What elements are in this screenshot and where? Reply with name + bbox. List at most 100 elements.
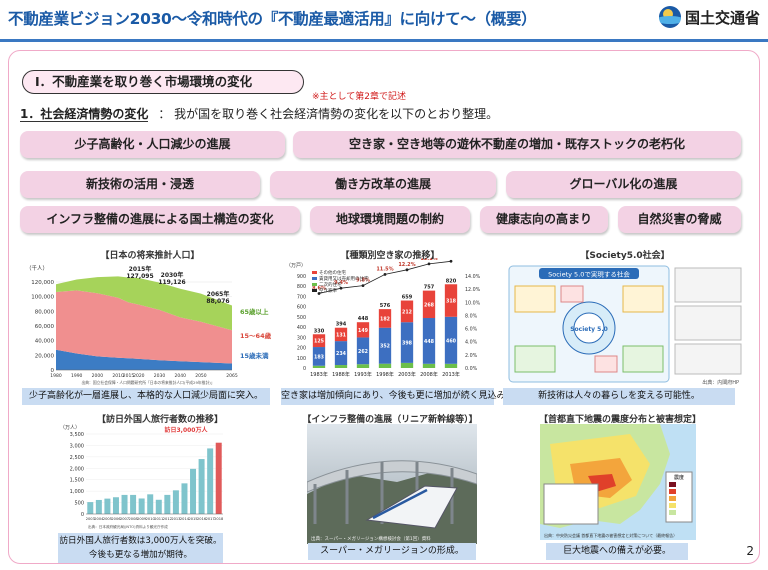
pill-new-tech: 新技術の活用・浸透 <box>20 171 260 198</box>
akiya-total-label: 820 <box>446 278 457 284</box>
akiya-rate-label: 9.4% <box>334 280 348 286</box>
tourists-xtick: 2017 <box>206 517 215 521</box>
population-ytick: 80,000 <box>35 309 55 315</box>
akiya-bar-segment <box>334 365 348 368</box>
tourists-bar <box>121 494 128 514</box>
akiya-bar-segment <box>312 334 326 348</box>
tourists-xtick: 2015 <box>188 517 197 521</box>
linear-title: 【インフラ整備の進展（リニア新幹線等）】 <box>302 415 478 425</box>
akiya-bar-segment <box>400 362 414 368</box>
tourists-bar <box>190 468 197 514</box>
population-legend-label: 65歳以上 <box>240 307 269 316</box>
akiya-chart: （万戸） 0 100 200 300 400 500 600 700 800 900 0.0% 2.0%… <box>286 258 481 378</box>
akiya-y2tick: 4.0% <box>465 340 478 346</box>
akiya-bar-segment <box>400 322 414 363</box>
akiya-segment-label: 352 <box>380 344 390 350</box>
society-title: 【Society5.0社会】 <box>580 251 670 261</box>
akiya-total-label: 659 <box>402 295 413 301</box>
akiya-ytick: 400 <box>297 325 306 331</box>
page-title: 不動産業ビジョン2030～令和時代の『不動産最適活用』に向けて～（概要） <box>8 10 537 28</box>
legend-6plus <box>669 489 676 494</box>
quake-caption: 巨大地震への備えが必要。 <box>546 543 688 560</box>
population-xtick: 2040 <box>175 373 187 379</box>
tourists-bar <box>207 448 214 514</box>
society-center-label: Society 5.0 <box>570 326 608 333</box>
subheading-description: ： 我が国を取り巻く社会経済情勢の変化を以下のとおり整理。 <box>158 107 499 121</box>
tourists-ytick: 0 <box>81 512 84 518</box>
tourists-ytick: 3,000 <box>70 443 84 449</box>
population-xtick: 1990 <box>71 373 83 379</box>
akiya-y2tick: 14.0% <box>465 274 481 280</box>
population-xtick: 2000 <box>92 373 104 379</box>
akiya-rate-point <box>427 262 431 266</box>
akiya-ytick: 700 <box>297 294 306 300</box>
linear-source: 出典：スーパー・メガリージョン構想検討会（第1回）資料 <box>311 535 431 542</box>
pill-environment: 地球環境問題の制約 <box>310 206 470 233</box>
pill-work-reform: 働き方改革の進展 <box>270 171 496 198</box>
tourists-unit: （万人） <box>60 425 80 431</box>
akiya-xtick: 1988年 <box>332 371 350 378</box>
tourists-bar <box>112 497 119 514</box>
population-callout-value: 127,095 <box>126 273 153 280</box>
tourists-xtick: 2016 <box>197 517 207 521</box>
photo-maglev-train <box>365 485 458 529</box>
akiya-xtick: 2003年 <box>398 371 416 378</box>
population-ytick: 100,000 <box>31 295 54 301</box>
population-series-area <box>56 290 232 364</box>
population-legend-label: 15～64歳 <box>240 331 272 340</box>
akiya-y2tick: 8.0% <box>465 313 478 319</box>
society-header-band <box>539 268 639 279</box>
society-diagram: Society 5.0で実現する社会 Society 5.0 出典：内閣府HP <box>503 262 747 386</box>
tourists-bar <box>198 459 205 514</box>
tourists-annotation: 訪日3,000万人 <box>165 426 209 434</box>
tourists-xtick: 2011 <box>154 517 163 521</box>
population-callout-value: 88,076 <box>206 298 229 305</box>
tourists-bar <box>104 498 111 514</box>
population-title: 【日本の将来推計人口】 <box>100 251 200 261</box>
akiya-total-label: 394 <box>336 322 347 328</box>
akiya-bar-segment <box>400 300 414 323</box>
akiya-segment-label: 234 <box>336 351 347 357</box>
population-callout: 2015年 <box>129 265 152 273</box>
akiya-segment-label: 448 <box>424 339 435 345</box>
akiya-segment-label: 183 <box>314 354 324 360</box>
tourists-xtick: 2003 <box>86 517 95 521</box>
akiya-bar-segment <box>334 341 348 366</box>
tourists-ytick: 1,000 <box>70 489 84 495</box>
mlit-emblem-icon <box>658 6 681 28</box>
tourists-bar <box>87 502 94 514</box>
tourists-caption: 訪日外国人旅行者数は3,000万人を突破。 今後も更なる増加が期待。 <box>58 533 223 563</box>
akiya-rate-point <box>361 284 365 287</box>
akiya-bar-segment <box>356 337 370 365</box>
akiya-ytick: 100 <box>297 356 306 362</box>
akiya-segment-label: 182 <box>380 316 390 322</box>
photo-train-stripe <box>372 488 428 520</box>
pill-globalization: グローバル化の進展 <box>506 171 741 198</box>
tourists-xtick: 2013 <box>171 517 180 521</box>
tourists-bar <box>138 498 145 514</box>
mlit-logo: 国土交通省 <box>658 6 760 28</box>
map-legend-title: 震度 <box>674 474 684 481</box>
population-xtick: 2010 <box>112 373 124 379</box>
tourists-xtick: 2010 <box>146 517 156 521</box>
page-number: 2 <box>746 544 754 558</box>
akiya-bar-segment <box>444 316 458 364</box>
tourists-ytick: 3,500 <box>70 432 84 438</box>
akiya-legend-label: 賃貸用又は売却用の住宅 <box>319 275 369 282</box>
akiya-rate-label: 8.6% <box>312 285 326 291</box>
akiya-segment-label: 398 <box>402 341 413 347</box>
akiya-rate-label: 12.2% <box>398 262 415 268</box>
akiya-rate-label: 11.5% <box>376 266 393 272</box>
pill-aging: 少子高齢化・人口減少の進展 <box>20 131 285 158</box>
tourists-source: 出典：日本政府観光局(JNTO)資料より観光庁作成 <box>88 524 168 529</box>
akiya-segment-label: 212 <box>402 309 412 315</box>
tourists-bar <box>172 490 179 514</box>
akiya-bar-segment <box>312 365 326 368</box>
page-header: 不動産業ビジョン2030～令和時代の『不動産最適活用』に向けて～（概要） 国土交… <box>0 0 768 42</box>
akiya-bar-segment <box>378 309 392 328</box>
akiya-rate-point <box>383 273 387 276</box>
linear-photo: 出典：スーパー・メガリージョン構想検討会（第1回）資料 <box>307 424 477 544</box>
pill-infrastructure: インフラ整備の進展による国土構造の変化 <box>20 206 300 233</box>
akiya-bar-segment <box>422 318 436 364</box>
population-ytick: 60,000 <box>35 324 55 330</box>
